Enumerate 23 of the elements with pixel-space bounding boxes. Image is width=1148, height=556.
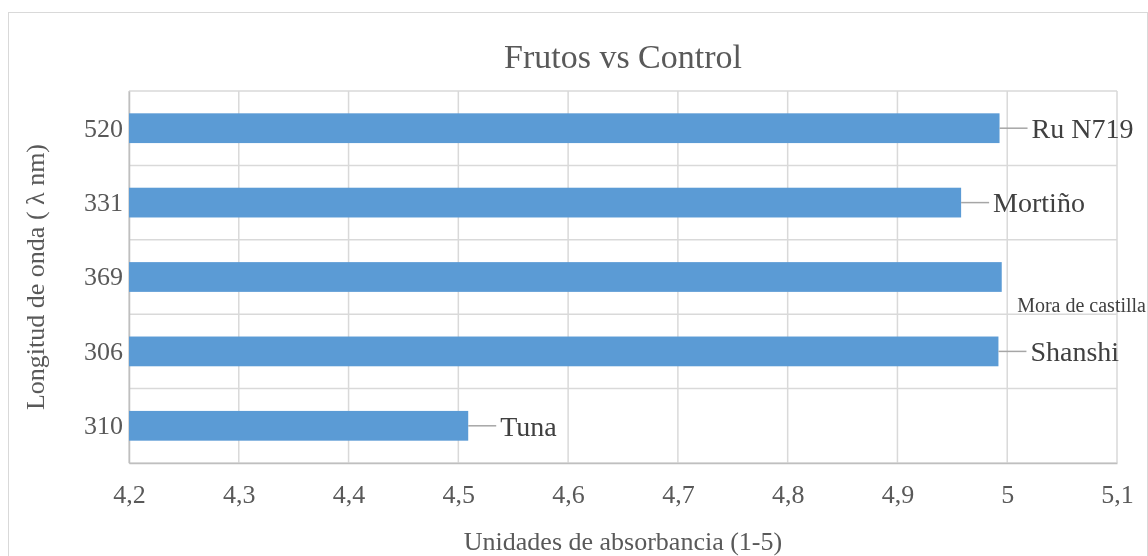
annotation: Tuna [500, 410, 558, 442]
x-tick-label: 5 [1001, 480, 1015, 510]
x-tick-label: 4,3 [223, 480, 256, 510]
chart-title: Frutos vs Control [503, 38, 743, 75]
x-tick-label: 4,5 [442, 480, 476, 510]
x-tick-label: 4,9 [881, 480, 915, 510]
y-tick-label: 520 [84, 113, 123, 143]
x-tick-label: 4,4 [332, 480, 366, 510]
y-tick-label: 310 [84, 411, 123, 441]
x-tick-label: 4,2 [113, 480, 146, 510]
annotation: Mora de castilla [1017, 293, 1147, 316]
y-tick-label: 306 [84, 336, 123, 366]
y-tick-label: 331 [84, 187, 123, 217]
x-tick-label: 4,7 [662, 480, 695, 510]
y-tick-label: 369 [84, 262, 123, 292]
x-axis-title: Unidades de absorbancia (1-5) [463, 527, 783, 556]
x-tick-label: 5,1 [1101, 480, 1134, 510]
y-axis-title: Longitud de onda ( λ nm) [21, 143, 50, 411]
annotation: Mortiño [993, 187, 1085, 219]
annotation: Shanshi [1030, 336, 1120, 368]
annotation: Ru N719 [1031, 113, 1134, 144]
x-tick-label: 4,6 [552, 480, 585, 510]
x-tick-label: 4,8 [771, 480, 805, 510]
